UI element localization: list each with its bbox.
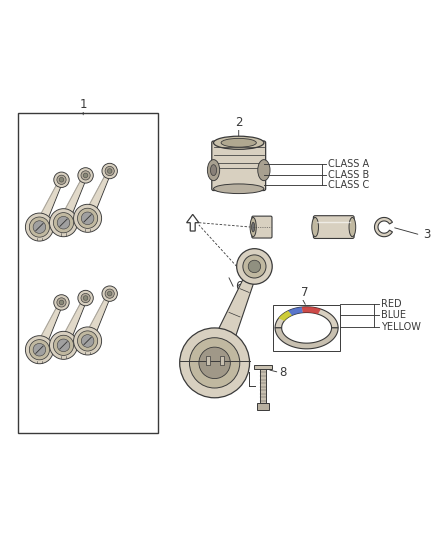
Ellipse shape [312,217,318,237]
Polygon shape [288,307,303,316]
Polygon shape [35,179,63,229]
Ellipse shape [250,217,256,237]
Circle shape [107,292,112,296]
Polygon shape [374,217,392,237]
Circle shape [102,286,117,301]
Circle shape [180,328,250,398]
Ellipse shape [210,165,216,175]
Circle shape [78,290,93,306]
Circle shape [190,338,240,388]
Text: BLUE: BLUE [381,310,406,320]
Text: 6: 6 [235,280,243,293]
Ellipse shape [251,222,255,232]
Circle shape [78,208,98,229]
Polygon shape [83,293,111,343]
Circle shape [81,171,90,180]
Polygon shape [34,301,63,351]
Text: 2: 2 [235,116,243,130]
FancyBboxPatch shape [252,216,272,238]
Circle shape [49,332,78,359]
Polygon shape [302,307,321,314]
Circle shape [81,212,94,224]
Polygon shape [59,297,87,348]
Circle shape [83,296,88,301]
Polygon shape [58,174,87,224]
Polygon shape [83,170,111,220]
Circle shape [107,169,112,173]
Ellipse shape [208,159,219,181]
Text: CLASS C: CLASS C [328,181,370,190]
Circle shape [243,255,266,278]
Circle shape [237,249,272,284]
Text: YELLOW: YELLOW [381,322,421,332]
Text: 1: 1 [79,98,87,111]
Text: 7: 7 [300,286,308,300]
Circle shape [57,298,66,307]
Text: RED: RED [381,298,402,309]
Circle shape [105,166,114,176]
Circle shape [53,213,74,233]
Circle shape [29,340,49,360]
Bar [257,403,269,410]
Circle shape [74,327,102,355]
Circle shape [33,343,46,356]
Polygon shape [35,302,63,352]
Circle shape [78,331,98,351]
Circle shape [81,293,90,303]
Circle shape [25,336,53,364]
Text: CLASS A: CLASS A [328,159,370,168]
Ellipse shape [214,184,264,193]
Circle shape [78,168,93,183]
Circle shape [49,209,78,237]
Circle shape [199,347,230,378]
Ellipse shape [258,159,270,181]
FancyBboxPatch shape [212,141,265,190]
Polygon shape [275,328,338,349]
Circle shape [59,300,64,305]
Circle shape [54,295,69,310]
Bar [18,113,158,433]
Ellipse shape [221,139,256,147]
Circle shape [248,260,261,273]
Bar [260,368,266,403]
Polygon shape [34,179,63,229]
Bar [273,304,340,351]
Circle shape [33,221,46,233]
Polygon shape [187,214,199,231]
Circle shape [59,177,64,182]
Circle shape [57,216,70,229]
Bar [254,365,272,369]
Polygon shape [58,297,87,347]
Text: 5: 5 [255,221,262,233]
Circle shape [81,335,94,348]
Bar [205,356,210,365]
Polygon shape [279,311,292,321]
FancyBboxPatch shape [314,216,354,238]
Circle shape [74,204,102,232]
Circle shape [105,289,114,298]
Polygon shape [82,293,111,343]
Ellipse shape [349,217,356,237]
Circle shape [54,172,69,188]
Polygon shape [82,170,111,220]
Ellipse shape [214,136,264,149]
Bar [219,356,224,365]
Circle shape [25,213,53,241]
Polygon shape [59,175,87,225]
Polygon shape [275,307,338,328]
Text: CLASS B: CLASS B [328,169,370,180]
Circle shape [53,335,74,356]
Circle shape [57,339,70,352]
Polygon shape [204,265,259,367]
Text: 3: 3 [424,229,431,241]
Circle shape [83,173,88,177]
Circle shape [29,217,49,237]
Text: 4: 4 [342,220,350,233]
Text: 8: 8 [279,366,286,379]
Circle shape [102,163,117,179]
Circle shape [57,175,66,184]
